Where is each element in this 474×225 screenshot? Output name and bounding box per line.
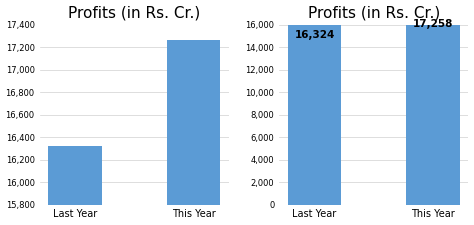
Bar	[407, 10, 460, 205]
Bar	[288, 21, 341, 205]
Title: Profits (in Rs. Cr.): Profits (in Rs. Cr.)	[68, 6, 200, 20]
Bar	[48, 146, 101, 225]
Bar	[167, 40, 220, 225]
Title: Profits (in Rs. Cr.): Profits (in Rs. Cr.)	[308, 6, 440, 20]
Text: 17,258: 17,258	[413, 19, 453, 29]
Text: 16,324: 16,324	[294, 30, 335, 40]
